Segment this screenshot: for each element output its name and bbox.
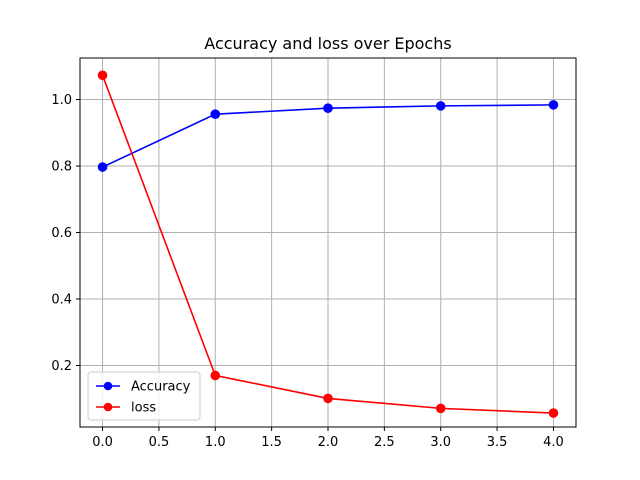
grid [80,58,576,427]
data-point-accuracy [323,103,333,113]
data-point-loss [435,403,446,414]
y-tick-label: 1.0 [51,93,72,108]
y-tick-label: 0.6 [51,226,72,241]
x-tick-label: 1.5 [261,435,282,450]
y-tick-label: 0.2 [51,359,72,374]
data-point-accuracy [548,100,559,110]
axis-ticks: 0.0 0.5 1.0 1.5 2.0 2.5 3.0 3.5 4.0 0.2 0.4 0.6 0.8 1… [51,93,563,450]
data-point-accuracy [97,162,108,172]
x-tick-label: 1.0 [205,435,226,450]
legend: Accuracy loss [87,371,201,421]
chart-title: Accuracy and loss over Epochs [204,34,451,53]
data-point-accuracy [435,101,446,111]
series-layer [97,70,559,418]
y-tick-label: 0.4 [51,293,72,308]
x-tick-label: 2.0 [318,435,339,450]
legend-marker-loss [103,402,113,412]
legend-label-accuracy: Accuracy [131,380,191,395]
legend-label-loss: loss [131,401,156,416]
x-tick-label: 3.0 [430,435,451,450]
legend-marker-accuracy [103,381,113,391]
data-point-loss [210,370,221,381]
legend-box [87,371,201,421]
data-point-loss [323,393,333,404]
data-point-accuracy [210,109,221,119]
x-tick-label: 3.5 [487,435,508,450]
data-point-loss [97,70,108,81]
x-tick-label: 4.0 [543,435,564,450]
x-tick-label: 0.5 [149,435,170,450]
y-tick-label: 0.8 [51,160,72,175]
x-tick-label: 0.0 [92,435,113,450]
x-tick-label: 2.5 [374,435,395,450]
data-point-loss [548,408,559,418]
